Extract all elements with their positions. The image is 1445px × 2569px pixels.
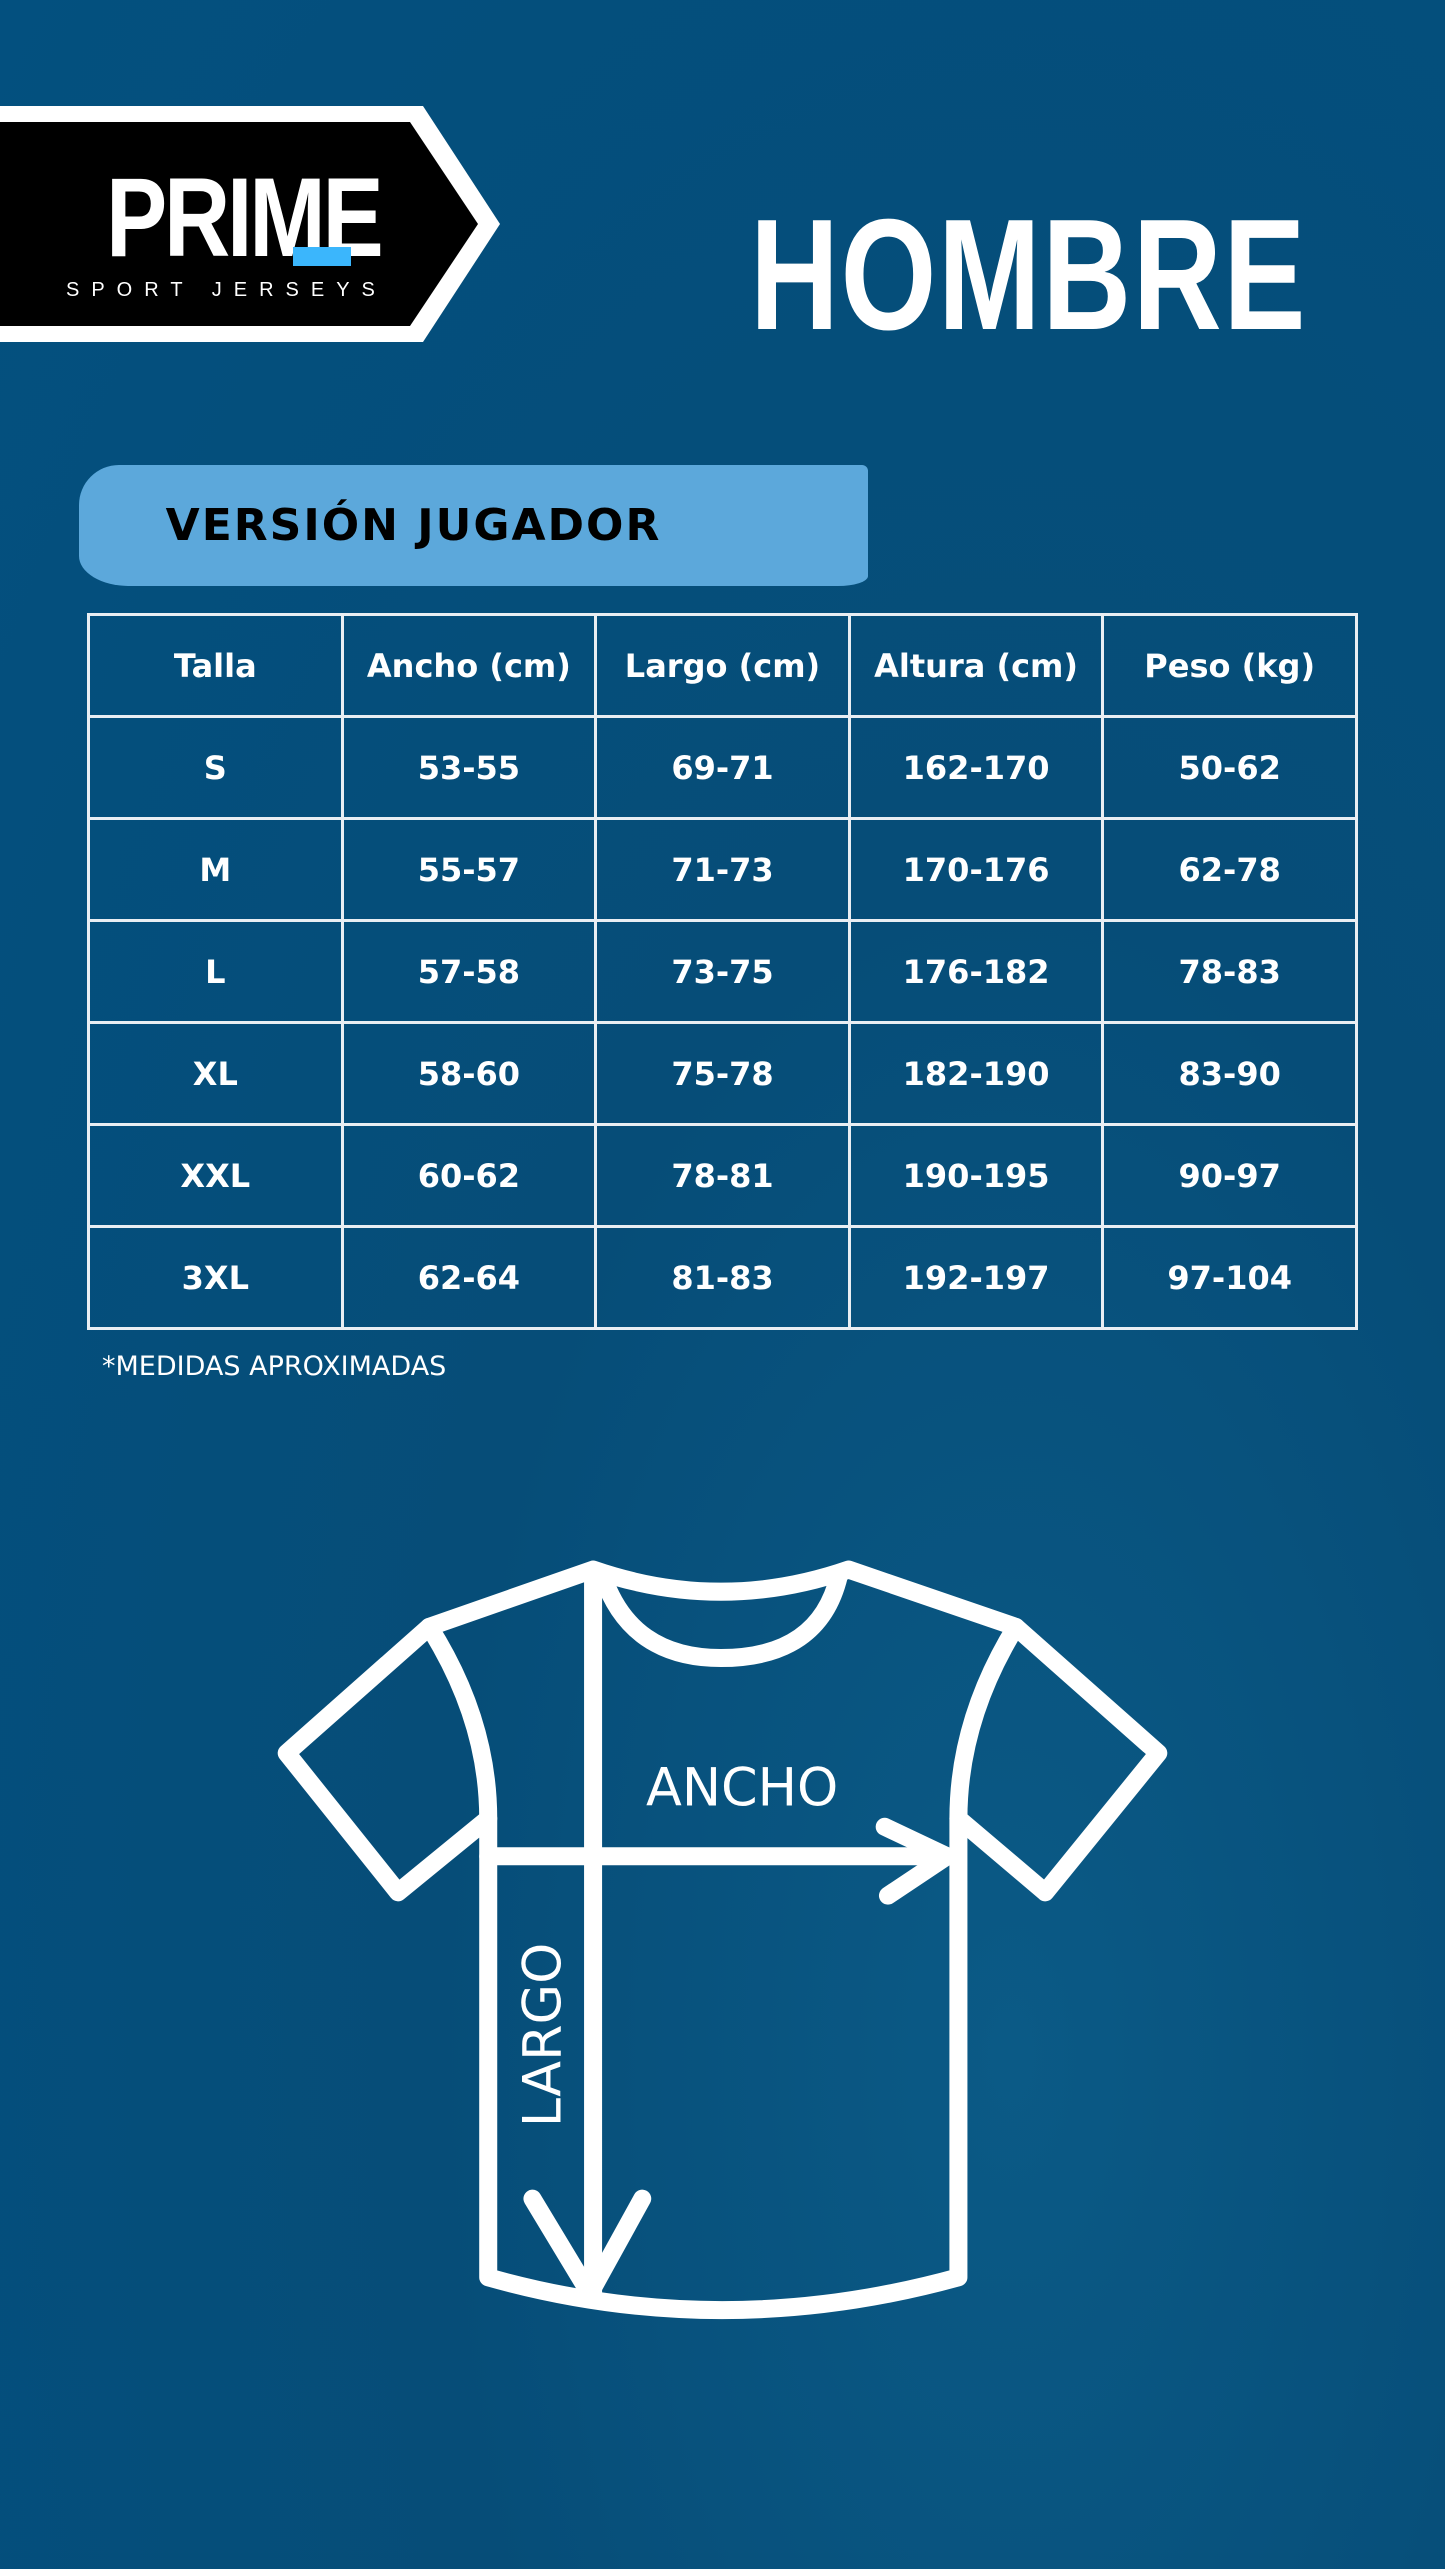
header-cell: Largo (cm) bbox=[594, 613, 851, 718]
size-cell: M bbox=[87, 817, 344, 922]
measure-cell: 55-57 bbox=[340, 817, 598, 922]
brand-logo: PRIME SPORT JERSEYS bbox=[0, 106, 500, 342]
approximate-note: *MEDIDAS APROXIMADAS bbox=[102, 1351, 447, 1382]
size-cell: XL bbox=[87, 1021, 344, 1126]
version-banner: VERSIÓN JUGADOR bbox=[79, 465, 868, 586]
logo-badge-shape bbox=[0, 106, 500, 342]
logo-subtitle: SPORT JERSEYS bbox=[66, 279, 387, 301]
measure-cell: 78-81 bbox=[594, 1123, 851, 1228]
header-cell: Peso (kg) bbox=[1101, 613, 1358, 718]
measure-cell: 182-190 bbox=[847, 1021, 1105, 1126]
measure-cell: 97-104 bbox=[1101, 1225, 1358, 1330]
table-row: 3XL 62-64 81-83 192-197 97-104 bbox=[87, 1225, 1358, 1330]
ancho-label: ANCHO bbox=[646, 1757, 838, 1818]
page-title: HOMBRE bbox=[750, 187, 1308, 363]
measure-cell: 75-78 bbox=[594, 1021, 851, 1126]
size-cell: XXL bbox=[87, 1123, 344, 1228]
right-armhole bbox=[949, 1617, 1025, 1828]
size-table: Talla Ancho (cm) Largo (cm) Altura (cm) … bbox=[87, 613, 1358, 1330]
measure-cell: 162-170 bbox=[847, 715, 1105, 820]
measure-cell: 192-197 bbox=[847, 1225, 1105, 1330]
banner-label: VERSIÓN JUGADOR bbox=[165, 500, 662, 551]
largo-arrowhead bbox=[523, 2189, 652, 2303]
table-row: S 53-55 69-71 162-170 50-62 bbox=[87, 715, 1358, 820]
measure-cell: 78-83 bbox=[1101, 919, 1358, 1024]
measure-cell: 176-182 bbox=[847, 919, 1105, 1024]
size-cell: S bbox=[87, 715, 344, 820]
measure-cell: 71-73 bbox=[594, 817, 851, 922]
table-header-row: Talla Ancho (cm) Largo (cm) Altura (cm) … bbox=[87, 613, 1358, 718]
table-row: XXL 60-62 78-81 190-195 90-97 bbox=[87, 1123, 1358, 1228]
size-cell: 3XL bbox=[87, 1225, 344, 1330]
measure-cell: 58-60 bbox=[340, 1021, 598, 1126]
header-cell: Ancho (cm) bbox=[340, 613, 598, 718]
measure-cell: 81-83 bbox=[594, 1225, 851, 1330]
measure-cell: 53-55 bbox=[340, 715, 598, 820]
measure-cell: 90-97 bbox=[1101, 1123, 1358, 1228]
left-armhole bbox=[420, 1617, 498, 1828]
shirt-outline bbox=[277, 1560, 1168, 2320]
table-row: XL 58-60 75-78 182-190 83-90 bbox=[87, 1021, 1358, 1126]
size-cell: L bbox=[87, 919, 344, 1024]
measure-cell: 57-58 bbox=[340, 919, 598, 1024]
logo-accent-bar bbox=[293, 247, 351, 266]
measure-cell: 190-195 bbox=[847, 1123, 1105, 1228]
measure-cell: 50-62 bbox=[1101, 715, 1358, 820]
measure-cell: 62-64 bbox=[340, 1225, 598, 1330]
measure-cell: 73-75 bbox=[594, 919, 851, 1024]
shirt-collar bbox=[593, 1567, 848, 1668]
header-cell: Talla bbox=[87, 613, 344, 718]
table-row: L 57-58 73-75 176-182 78-83 bbox=[87, 919, 1358, 1024]
table-row: M 55-57 71-73 170-176 62-78 bbox=[87, 817, 1358, 922]
measure-cell: 62-78 bbox=[1101, 817, 1358, 922]
measure-cell: 60-62 bbox=[340, 1123, 598, 1228]
measure-cell: 83-90 bbox=[1101, 1021, 1358, 1126]
header-cell: Altura (cm) bbox=[847, 613, 1105, 718]
measure-cell: 170-176 bbox=[847, 817, 1105, 922]
largo-label: LARGO bbox=[512, 1943, 573, 2128]
measure-cell: 69-71 bbox=[594, 715, 851, 820]
ancho-arrowhead bbox=[875, 1817, 956, 1905]
